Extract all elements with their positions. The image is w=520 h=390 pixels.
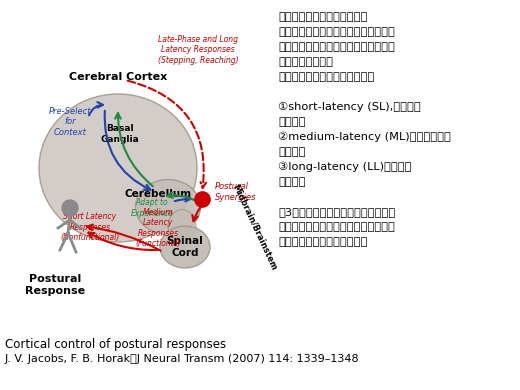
- Text: Short Latency
Responses
(Nonfunctional): Short Latency Responses (Nonfunctional): [60, 212, 120, 242]
- Text: すばやい随意運動をする際に: すばやい随意運動をする際に: [278, 12, 367, 22]
- Text: 伸張反射に比べ滞在が長く、皮質の関: 伸張反射に比べ滞在が長く、皮質の関: [278, 42, 395, 52]
- Text: Basal
Ganglia: Basal Ganglia: [101, 124, 139, 144]
- Text: Cortical control of postural responses: Cortical control of postural responses: [5, 338, 226, 351]
- Text: Late-Phase and Long
Latency Responses
(Stepping, Reaching): Late-Phase and Long Latency Responses (S…: [158, 35, 238, 65]
- Text: Pre-Select
for
Context: Pre-Select for Context: [49, 107, 91, 137]
- Ellipse shape: [136, 179, 201, 234]
- Circle shape: [62, 200, 78, 216]
- Text: Spinal
Cord: Spinal Cord: [166, 236, 203, 258]
- Ellipse shape: [168, 209, 196, 245]
- Ellipse shape: [39, 94, 197, 242]
- Text: Cerebral Cortex: Cerebral Cortex: [69, 72, 167, 82]
- Text: ①short-latency (SL),短い滞在: ①short-latency (SL),短い滞在: [278, 102, 421, 112]
- Text: として皮質間の伝達は滞在時間を長く: として皮質間の伝達は滞在時間を長く: [278, 222, 395, 232]
- Text: J. V. Jacobs, F. B. Horak：J Neural Transm (2007) 114: 1339–1348: J. V. Jacobs, F. B. Horak：J Neural Trans…: [5, 354, 360, 364]
- Text: （脳幹）: （脳幹）: [278, 147, 306, 157]
- Text: （皮質）: （皮質）: [278, 177, 306, 187]
- Text: Midbrain/Brainstem: Midbrain/Brainstem: [231, 183, 279, 272]
- Text: の3つが世間一般的に言われ、可能性: の3つが世間一般的に言われ、可能性: [278, 207, 395, 217]
- Text: 先行してあらわれる姿勢反応は、脊髄: 先行してあらわれる姿勢反応は、脊髄: [278, 27, 395, 37]
- Text: ②medium-latency (ML)中等度の滞在: ②medium-latency (ML)中等度の滞在: [278, 132, 451, 142]
- Text: ③long-latency (LL)長い滞在: ③long-latency (LL)長い滞在: [278, 162, 411, 172]
- Text: Postural
Response: Postural Response: [25, 274, 85, 296]
- Text: してしまうといわれている。: してしまうといわれている。: [278, 237, 367, 247]
- Text: 与が見込まれる。: 与が見込まれる。: [278, 57, 333, 67]
- Text: Medium
Latency
Responses
(Functional): Medium Latency Responses (Functional): [135, 208, 181, 248]
- Ellipse shape: [160, 226, 210, 268]
- Text: Cerebellum: Cerebellum: [124, 189, 191, 199]
- Text: Postural
Synergies: Postural Synergies: [215, 182, 256, 202]
- Text: Adapt to
Experience: Adapt to Experience: [131, 198, 174, 218]
- Text: （脊髄）: （脊髄）: [278, 117, 306, 127]
- Text: オートマティックな姿勢制御は: オートマティックな姿勢制御は: [278, 72, 374, 82]
